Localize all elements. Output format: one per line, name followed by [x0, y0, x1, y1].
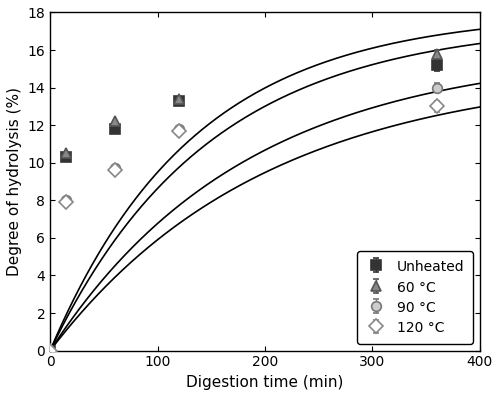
- Legend: Unheated, 60 °C, 90 °C, 120 °C: Unheated, 60 °C, 90 °C, 120 °C: [357, 251, 473, 344]
- X-axis label: Digestion time (min): Digestion time (min): [186, 375, 344, 390]
- Y-axis label: Degree of hydrolysis (%): Degree of hydrolysis (%): [7, 87, 22, 276]
